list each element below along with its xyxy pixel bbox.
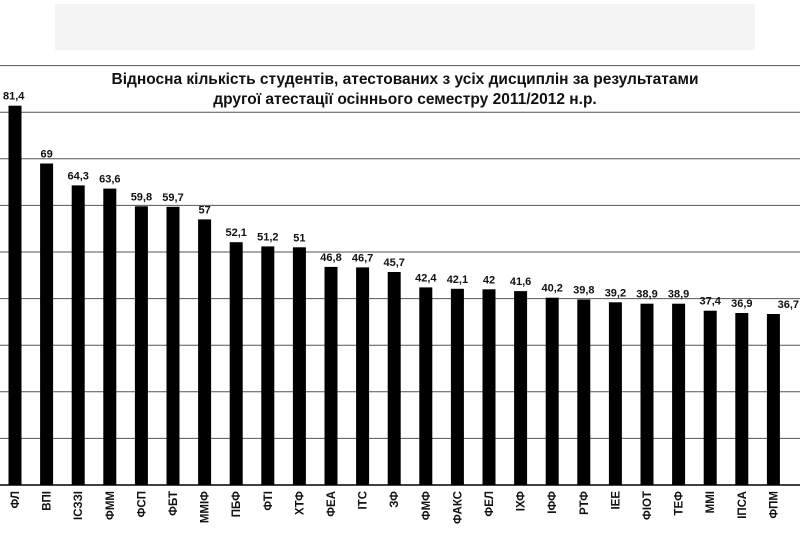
bar-24 — [766, 314, 780, 485]
value-label-14: 42,1 — [447, 274, 468, 286]
category-labels: ФЛ ВПІ ІСЗЗІ ФММ ФСП ФБТ ММІФ ПБФ ФТІ ХТФ ФЕА ІТС ЗФ… — [10, 491, 780, 524]
category-label-6: ММІФ — [200, 491, 212, 523]
bar-6 — [198, 219, 212, 485]
chart-title-line-2: другої атестації осіннього семестру 2011… — [213, 91, 597, 108]
bar-14 — [450, 288, 464, 485]
value-label-21: 38,9 — [668, 289, 689, 301]
category-label-13: ФМФ — [421, 491, 433, 520]
chart-title-line-1: Відносна кількість студентів, атестовани… — [111, 71, 699, 88]
bar-10 — [324, 266, 338, 485]
value-label-0: 81,4 — [3, 91, 25, 103]
bar-4 — [134, 206, 148, 486]
category-label-3: ФММ — [105, 491, 117, 520]
value-label-13: 42,4 — [415, 272, 437, 284]
bar-19 — [608, 302, 622, 485]
category-label-8: ФТІ — [263, 491, 275, 511]
bar-18 — [577, 299, 591, 485]
value-label-2: 64,3 — [67, 170, 88, 182]
value-label-5: 59,7 — [162, 192, 183, 204]
category-label-1: ВПІ — [42, 491, 54, 511]
top-banner — [55, 4, 755, 50]
bar-15 — [482, 289, 496, 485]
bar-17 — [545, 297, 559, 485]
bar-8 — [261, 246, 275, 485]
value-label-18: 39,8 — [573, 285, 594, 297]
bar-23 — [735, 313, 749, 485]
category-label-14: ФАКС — [452, 491, 464, 524]
chart-title: Відносна кількість студентів, атестовани… — [40, 70, 770, 110]
bar-5 — [166, 206, 180, 486]
value-labels: 81,4 69 64,3 63,6 59,8 59,7 57 52,1 51,2 51 46,8 46… — [3, 91, 799, 311]
value-label-19: 39,2 — [605, 287, 626, 299]
value-label-12: 45,7 — [383, 257, 404, 269]
bar-11 — [356, 267, 370, 485]
value-label-9: 51 — [293, 232, 305, 244]
bar-16 — [514, 291, 528, 485]
value-label-20: 38,9 — [636, 289, 657, 301]
value-label-1: 69 — [40, 149, 52, 161]
value-label-23: 36,9 — [731, 298, 752, 310]
value-label-11: 46,7 — [352, 252, 373, 264]
category-label-4: ФСП — [136, 491, 148, 517]
value-label-7: 52,1 — [225, 227, 246, 239]
category-label-19: ІЕЕ — [610, 491, 622, 510]
bar-21 — [672, 303, 686, 485]
value-label-17: 40,2 — [541, 283, 562, 295]
category-label-21: ТЕФ — [674, 491, 686, 516]
value-label-10: 46,8 — [320, 252, 341, 264]
bar-1 — [40, 163, 54, 485]
bar-9 — [292, 247, 306, 485]
category-label-2: ІСЗЗІ — [73, 491, 85, 520]
value-label-15: 42 — [483, 274, 495, 286]
bars — [8, 105, 780, 486]
category-label-11: ІТС — [358, 491, 370, 510]
category-label-23: ІПСА — [737, 491, 749, 519]
category-label-17: ІФФ — [547, 491, 559, 514]
category-label-12: ЗФ — [389, 491, 401, 508]
value-label-22: 37,4 — [699, 296, 721, 308]
value-label-6: 57 — [198, 204, 210, 216]
category-label-22: ММІ — [705, 491, 717, 513]
bar-0 — [8, 105, 22, 485]
category-label-20: ФІОТ — [642, 491, 654, 520]
bar-3 — [103, 188, 117, 485]
value-label-8: 51,2 — [257, 231, 278, 243]
value-label-16: 41,6 — [510, 276, 531, 288]
category-label-10: ФЕА — [326, 491, 338, 517]
bar-7 — [229, 242, 243, 485]
category-label-5: ФБТ — [168, 491, 180, 516]
category-label-16: ІХФ — [516, 491, 528, 511]
bar-12 — [387, 272, 401, 485]
category-label-24: ФПМ — [768, 491, 780, 519]
category-label-9: ХТФ — [294, 491, 306, 515]
category-label-7: ПБФ — [231, 491, 243, 517]
value-label-24: 36,7 — [778, 299, 799, 311]
category-label-15: ФЕЛ — [484, 491, 496, 517]
bar-13 — [419, 287, 433, 485]
category-label-0: ФЛ — [10, 491, 22, 508]
value-label-4: 59,8 — [131, 191, 152, 203]
bar-2 — [71, 185, 85, 485]
bar-20 — [640, 303, 654, 485]
bar-22 — [703, 310, 717, 485]
category-label-18: РТФ — [579, 491, 591, 515]
value-label-3: 63,6 — [99, 174, 120, 186]
